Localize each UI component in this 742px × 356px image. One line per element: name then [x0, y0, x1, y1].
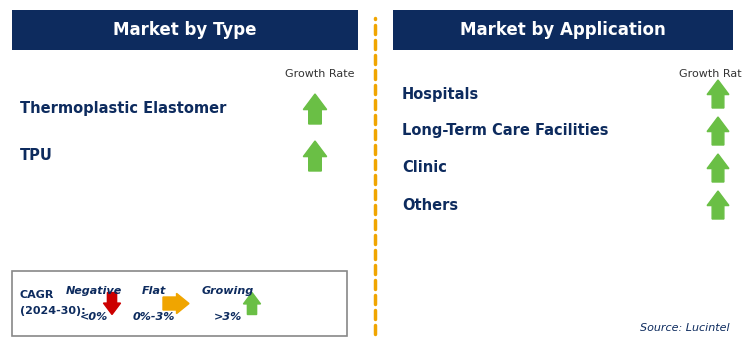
Text: Flat: Flat [142, 287, 166, 297]
Polygon shape [163, 293, 189, 314]
Text: Clinic: Clinic [402, 161, 447, 176]
Polygon shape [707, 154, 729, 182]
Polygon shape [243, 293, 260, 314]
FancyBboxPatch shape [393, 10, 733, 50]
Text: (2024-30):: (2024-30): [20, 307, 85, 316]
Text: TPU: TPU [20, 148, 53, 163]
Text: Others: Others [402, 198, 458, 213]
Polygon shape [707, 80, 729, 108]
Text: Thermoplastic Elastomer: Thermoplastic Elastomer [20, 101, 226, 116]
Text: Market by Type: Market by Type [114, 21, 257, 39]
Polygon shape [707, 191, 729, 219]
Text: Growing: Growing [202, 287, 254, 297]
Text: >3%: >3% [214, 313, 242, 323]
Text: <0%: <0% [80, 313, 108, 323]
Text: Source: Lucintel: Source: Lucintel [640, 323, 730, 333]
Text: Growth Rate: Growth Rate [285, 69, 355, 79]
Text: CAGR: CAGR [20, 290, 54, 300]
Text: Long-Term Care Facilities: Long-Term Care Facilities [402, 124, 608, 138]
Polygon shape [103, 293, 121, 314]
Text: Market by Application: Market by Application [460, 21, 666, 39]
Polygon shape [303, 94, 326, 124]
FancyBboxPatch shape [12, 271, 347, 336]
Text: Growth Rate: Growth Rate [679, 69, 742, 79]
Text: 0%-3%: 0%-3% [133, 313, 175, 323]
FancyBboxPatch shape [12, 10, 358, 50]
Text: Negative: Negative [66, 287, 122, 297]
Polygon shape [707, 117, 729, 145]
Polygon shape [303, 141, 326, 171]
Text: Hospitals: Hospitals [402, 87, 479, 101]
